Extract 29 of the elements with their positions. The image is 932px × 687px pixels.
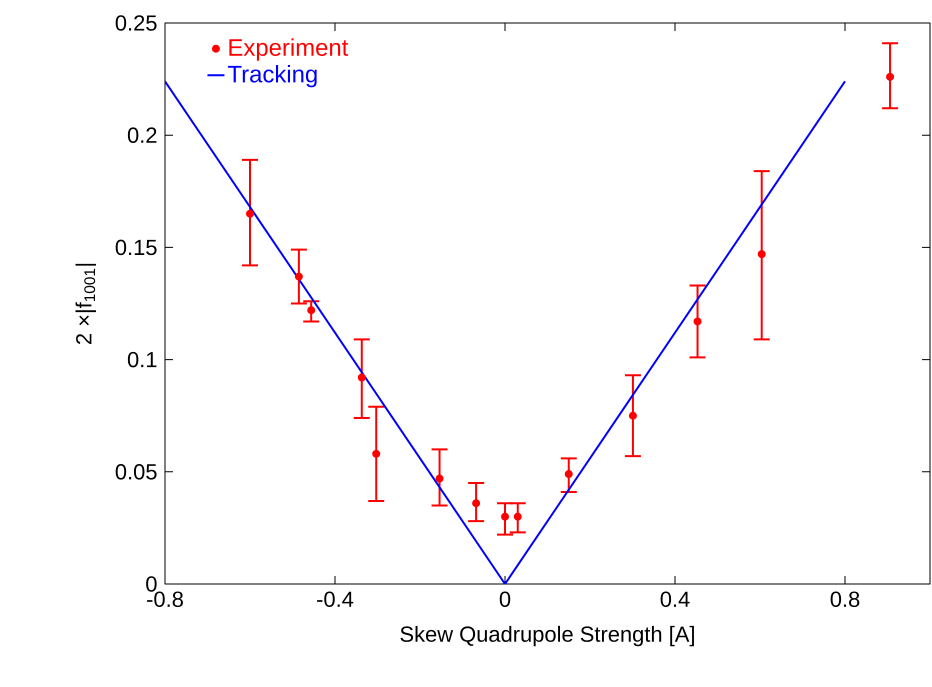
x-tick-label: -0.4 (317, 591, 354, 608)
y-tick-label: 0 (146, 576, 157, 592)
y-tick-label: 0.2 (128, 127, 156, 143)
y-tick-label: 0.25 (116, 15, 157, 31)
point (501, 512, 510, 521)
x-tick-label: 0.8 (830, 591, 860, 608)
point (372, 450, 380, 458)
y-axis-title: 2 ×|f$_{1001}$| (75, 264, 96, 344)
point (628, 412, 637, 420)
legend-label: Tracking (228, 64, 317, 88)
point (886, 72, 894, 81)
point (758, 250, 766, 258)
point (694, 317, 702, 326)
point (514, 512, 522, 521)
y-tick-label: 0.1 (128, 352, 156, 368)
point (358, 374, 366, 382)
point (294, 272, 303, 281)
point (436, 474, 444, 483)
point (246, 210, 254, 218)
y-tick-label: 0.05 (116, 464, 157, 480)
y-tick-label: 0.15 (116, 240, 157, 256)
x-tick-label: 0 (500, 591, 510, 608)
x-tick-label: -0.8 (147, 591, 183, 608)
point (307, 306, 316, 314)
x-axis-title: Skew Quadrupole Strength [A] (400, 626, 694, 646)
legend-label: Experiment (229, 38, 348, 61)
point (564, 470, 573, 478)
point (472, 499, 480, 508)
x-tick-label: 0.4 (660, 591, 690, 608)
